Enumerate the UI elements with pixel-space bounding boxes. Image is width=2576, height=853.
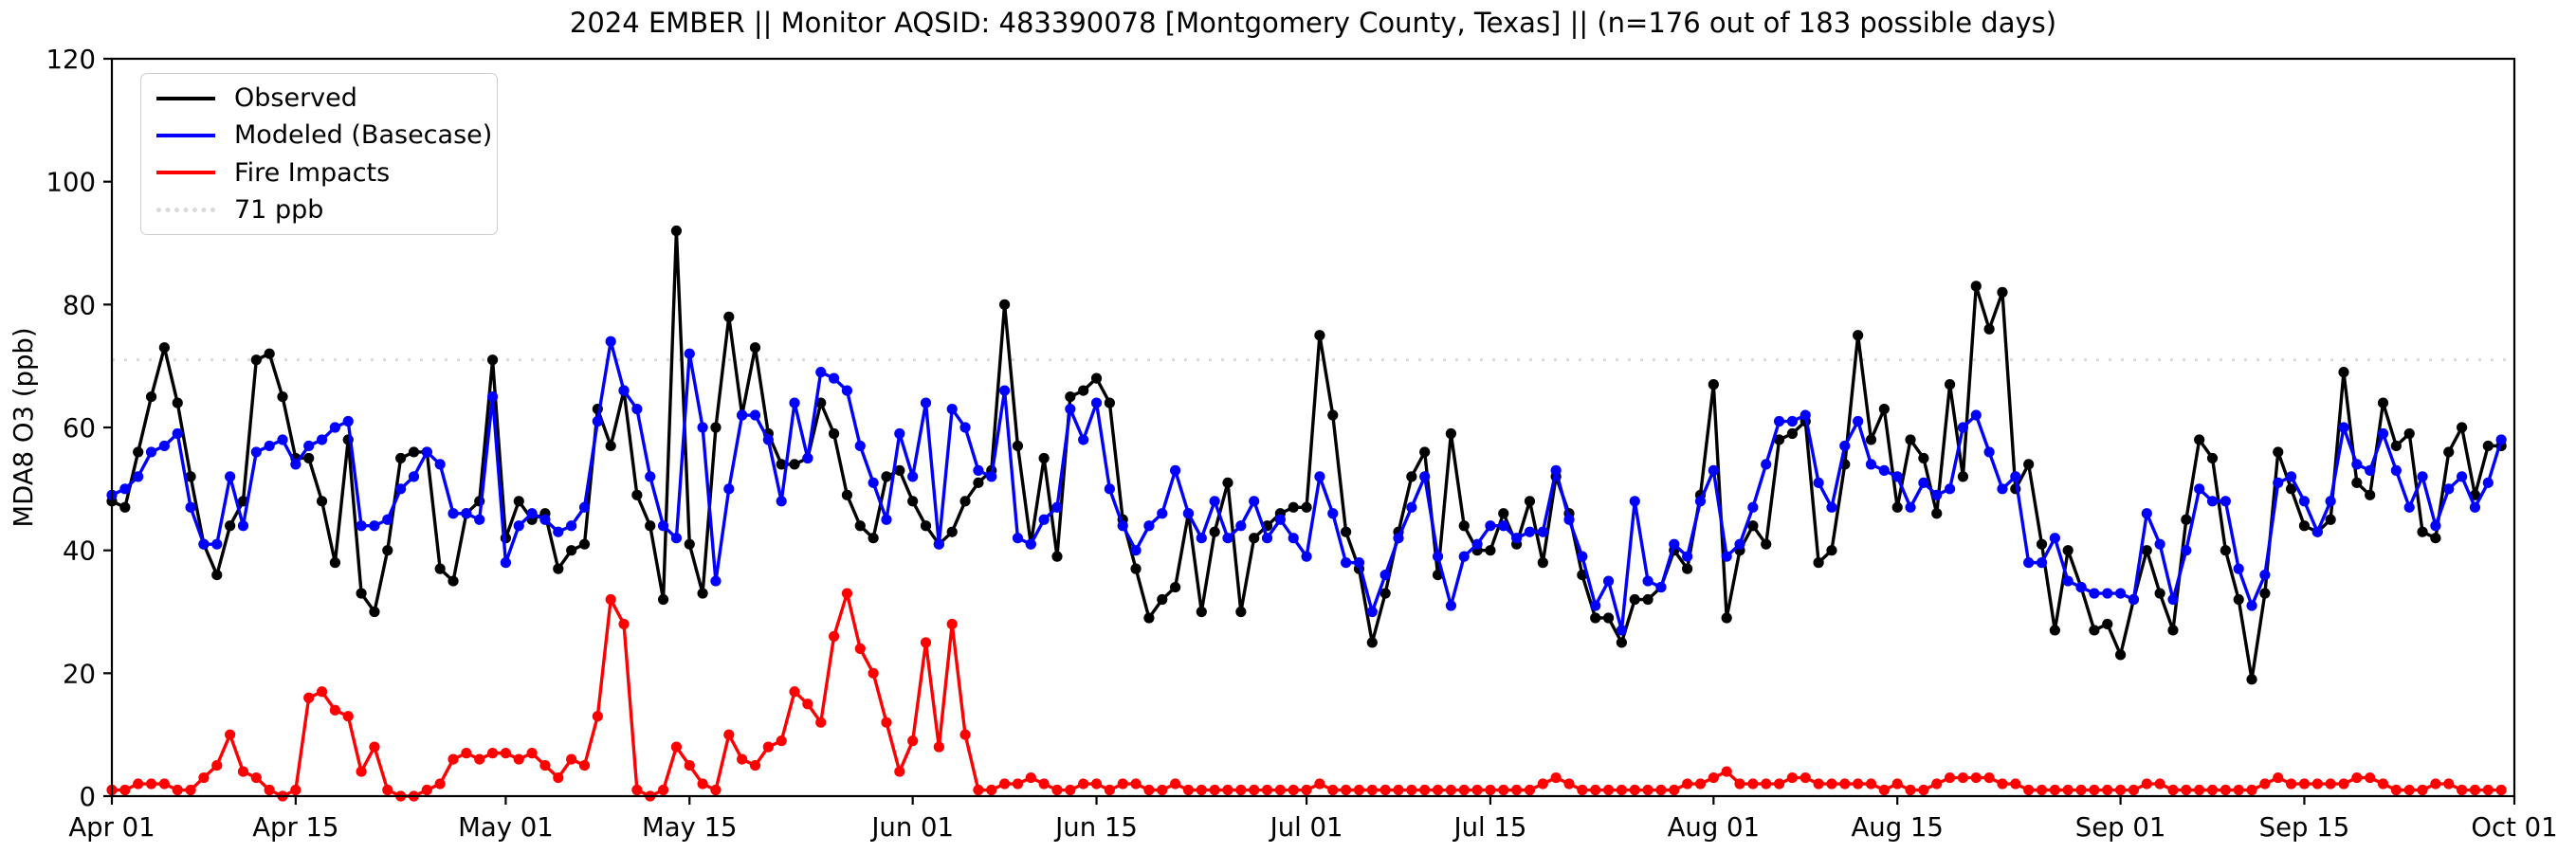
legend-label: 71 ppb xyxy=(234,194,324,225)
x-tick-label: Aug 01 xyxy=(1668,812,1760,843)
legend-label: Fire Impacts xyxy=(234,157,391,188)
modeled-line-swatch xyxy=(156,133,215,137)
y-tick-label: 100 xyxy=(46,168,97,198)
x-tick-label: Oct 01 xyxy=(2471,812,2557,843)
legend-item-71ppb: 71 ppb xyxy=(156,193,497,226)
x-tick-label: Apr 15 xyxy=(252,812,338,843)
x-tick-label: May 15 xyxy=(642,812,738,843)
y-axis-label: MDA8 O3 (ppb) xyxy=(9,327,39,527)
x-tick-label: Jul 01 xyxy=(1269,812,1343,843)
y-tick-label: 0 xyxy=(80,782,97,812)
fire-impacts-line-swatch xyxy=(156,171,215,175)
y-tick-label: 40 xyxy=(63,536,96,567)
x-tick-label: May 01 xyxy=(458,812,554,843)
series-modeled-basecase- xyxy=(106,336,2507,636)
x-tick-label: Jun 01 xyxy=(869,812,954,843)
x-tick-label: Apr 01 xyxy=(68,812,155,843)
legend-label: Modeled (Basecase) xyxy=(234,120,493,151)
y-tick-label: 80 xyxy=(63,290,96,320)
series-fire-impacts xyxy=(106,588,2507,802)
y-tick-label: 120 xyxy=(46,45,97,75)
observed-line-swatch xyxy=(156,96,215,100)
legend-item-observed: Observed xyxy=(156,82,497,115)
y-axis: 0 20 40 60 80 100 120 MDA8 O3 (ppb) xyxy=(9,45,112,812)
legend-box: Observed Modeled (Basecase) Fire Impacts… xyxy=(140,73,498,235)
series-observed xyxy=(106,225,2507,685)
legend-label: Observed xyxy=(234,83,357,114)
legend-item-modeled: Modeled (Basecase) xyxy=(156,119,497,152)
y-tick-label: 20 xyxy=(63,659,96,689)
x-tick-label: Sep 15 xyxy=(2259,812,2350,843)
x-tick-label: Jul 15 xyxy=(1452,812,1526,843)
series-group xyxy=(106,225,2507,802)
legend-item-fire-impacts: Fire Impacts xyxy=(156,156,497,189)
x-tick-label: Sep 01 xyxy=(2075,812,2166,843)
x-axis: Apr 01 Apr 15 May 01 May 15 Jun 01 Jun 15 Jul … xyxy=(68,796,2558,843)
y-tick-label: 60 xyxy=(63,413,96,444)
chart-title: 2024 EMBER || Monitor AQSID: 483390078 [… xyxy=(569,7,2057,39)
threshold-line-swatch xyxy=(156,207,215,212)
x-tick-label: Jun 15 xyxy=(1053,812,1138,843)
x-tick-label: Aug 15 xyxy=(1851,812,1943,843)
